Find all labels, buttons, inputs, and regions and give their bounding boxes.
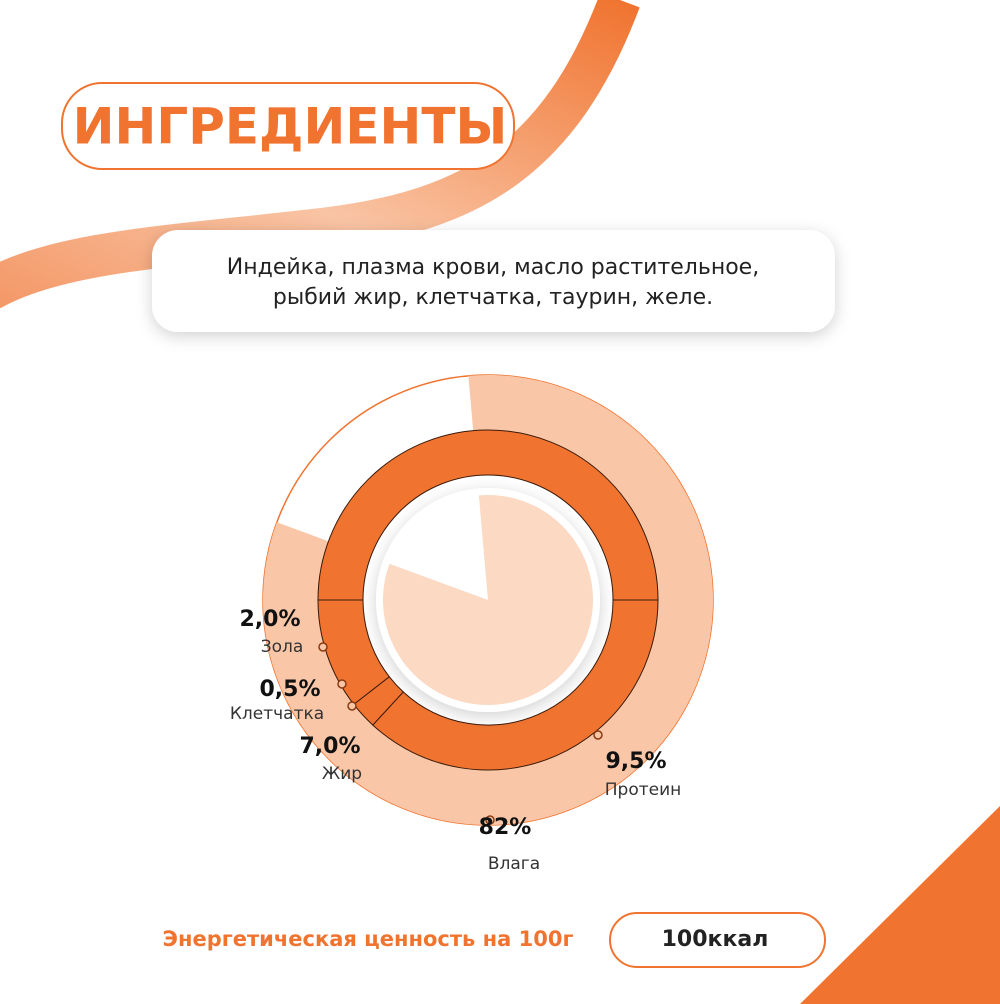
decor-swoosh: [0, 0, 640, 309]
category-label: Зола: [261, 637, 304, 657]
ingredients-card: [152, 230, 835, 332]
inner-segment: [372, 599, 659, 771]
title: ИНГРЕДИЕНТЫ: [73, 98, 508, 156]
value-label: 0,5%: [259, 677, 320, 702]
decor-triangle: [800, 806, 1000, 1004]
value-label: 7,0%: [299, 734, 360, 759]
value-label: 9,5%: [605, 749, 666, 774]
donut-chart: 82% Влага 2,0% Зола 0,5%Клетчатка 7,0% Жир 9,5%…: [230, 374, 714, 874]
label-dot: [485, 815, 495, 825]
ingredients-line: рыбий жир, клетчатка, таурин, желе.: [273, 285, 713, 310]
energy-value: 100ккал: [662, 927, 769, 952]
center-segment: [382, 495, 594, 705]
energy-pill: [609, 912, 826, 968]
value-label: 2,0%: [239, 607, 300, 632]
label-dot: [318, 642, 328, 652]
category-label: Протеин: [605, 780, 682, 800]
label-dot: [337, 679, 347, 689]
title-box: [61, 82, 515, 170]
energy-label: Энергетическая ценность на 100г: [163, 927, 574, 951]
inner-segment: [353, 676, 405, 726]
label-dot: [347, 701, 357, 711]
inner-segment: [317, 429, 659, 601]
value-label: 82%: [479, 815, 532, 840]
label-dot: [593, 730, 603, 740]
category-label: Жир: [322, 764, 362, 784]
category-label: Клетчатка: [230, 704, 324, 724]
category-label: Влага: [488, 854, 540, 874]
ingredients-line: Индейка, плазма крови, масло растительно…: [227, 255, 759, 280]
